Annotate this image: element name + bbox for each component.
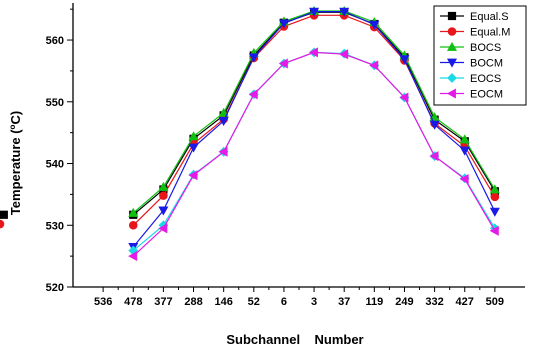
data-point: [399, 92, 409, 103]
data-point: [128, 220, 138, 230]
legend: Equal.S Equal.M BOCS BOCM EOCS EOCM: [433, 5, 527, 106]
legend-marker: [446, 88, 456, 99]
legend-label: EOCM: [470, 89, 503, 101]
data-point: [489, 207, 500, 217]
series-equal-m: [0, 11, 500, 230]
y-tick-label: 520: [46, 282, 64, 294]
data-point: [159, 191, 168, 200]
x-tick-label: 3: [311, 296, 317, 308]
data-point: [158, 223, 168, 234]
x-tick-label: 427: [456, 296, 474, 308]
y-axis-title-main: Temperature (: [8, 129, 23, 215]
x-tick-label: 377: [154, 296, 172, 308]
data-point: [489, 184, 500, 194]
data-point: [308, 47, 318, 58]
data-point: [369, 60, 379, 71]
x-tick-label: 146: [214, 296, 232, 308]
x-tick-label: 249: [395, 296, 413, 308]
data-point: [459, 146, 470, 156]
data-point: [309, 7, 320, 17]
series-bocm: [128, 7, 500, 252]
y-tick-label: 530: [46, 220, 64, 232]
data-point: [218, 146, 228, 157]
y-tick-label: 560: [46, 35, 64, 47]
series-equal-s: [0, 8, 499, 219]
legend-box: [433, 5, 527, 106]
x-tick-label: 52: [248, 296, 260, 308]
legend-marker: [447, 73, 457, 83]
y-axis-title-degree: o: [8, 124, 17, 129]
legend-marker: [447, 27, 457, 36]
data-point: [278, 19, 289, 29]
data-point: [0, 210, 8, 219]
x-tick-label: 536: [94, 296, 112, 308]
data-point: [158, 206, 169, 216]
y-axis-title-unit: C): [8, 111, 23, 125]
data-point: [188, 143, 199, 153]
data-point: [248, 53, 259, 63]
x-axis: 536 478 377 288 146 52 6 3 37 119 249 332 427 509: [94, 287, 504, 308]
data-point: [429, 151, 439, 162]
y-tick-label: 540: [46, 159, 64, 171]
data-point: [459, 173, 469, 184]
x-tick-label: 119: [365, 296, 383, 308]
data-point: [128, 251, 138, 262]
data-point: [459, 134, 470, 144]
x-axis-title: Subchannel Number: [226, 332, 363, 347]
x-tick-label: 37: [338, 296, 350, 308]
x-tick-label: 509: [486, 296, 504, 308]
data-point: [248, 89, 258, 100]
legend-marker: [447, 11, 457, 21]
legend-item: Equal.M: [440, 27, 510, 39]
x-tick-label: 332: [425, 296, 443, 308]
data-point: [429, 120, 440, 130]
legend-marker: [446, 58, 458, 68]
series-layer: [0, 5, 500, 262]
data-point: [128, 207, 139, 217]
data-point: [188, 170, 198, 181]
data-point: [0, 219, 5, 229]
legend-marker: [446, 41, 458, 51]
legend-item: BOCM: [440, 58, 503, 70]
x-tick-label: 478: [124, 296, 142, 308]
data-point: [218, 117, 229, 127]
legend-label: BOCM: [470, 58, 503, 70]
data-point: [158, 181, 169, 191]
data-point: [339, 7, 350, 17]
legend-label: BOCS: [470, 42, 501, 54]
x-tick-label: 288: [184, 296, 202, 308]
legend-item: EOCM: [440, 88, 503, 101]
data-point: [188, 131, 199, 141]
y-tick-label: 550: [46, 97, 64, 109]
y-axis-title: Temperature (oC): [8, 111, 23, 215]
series-eocm: [128, 47, 499, 262]
legend-item: EOCS: [440, 73, 501, 85]
data-point: [369, 20, 380, 30]
data-point: [339, 49, 349, 60]
legend-label: EOCS: [470, 73, 501, 85]
data-point: [399, 55, 410, 65]
y-axis-title-group: Temperature (oC): [8, 111, 23, 215]
legend-item: BOCS: [440, 41, 501, 54]
data-point: [490, 192, 500, 202]
x-tick-label: 6: [281, 296, 287, 308]
data-point: [278, 58, 288, 69]
y-axis: 520 530 540 550 560: [46, 8, 73, 294]
data-point: [218, 107, 229, 117]
data-point: [489, 225, 499, 236]
legend-label: Equal.S: [470, 11, 509, 23]
legend-label: Equal.M: [470, 27, 510, 39]
legend-item: Equal.S: [440, 11, 509, 23]
